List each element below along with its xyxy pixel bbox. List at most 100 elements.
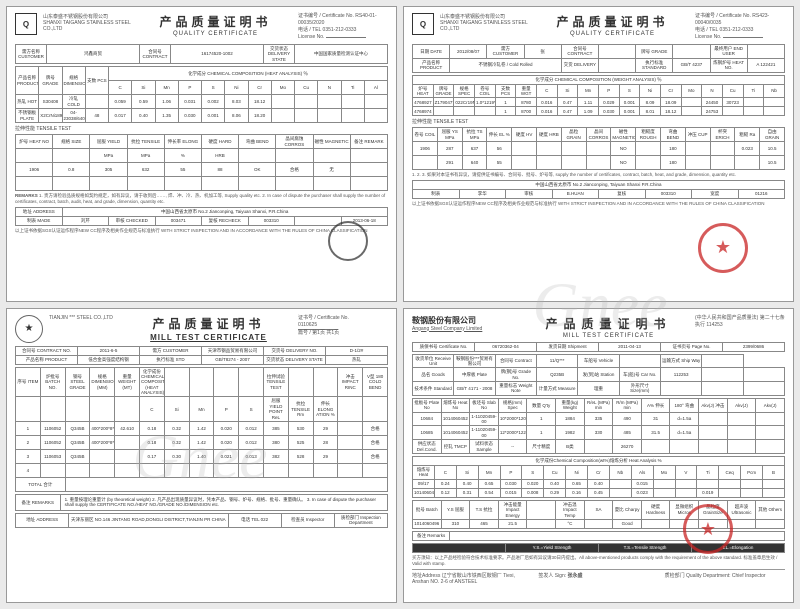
cell — [271, 95, 294, 109]
cell: C — [139, 397, 164, 422]
cell — [619, 354, 660, 368]
cell: 55 — [487, 156, 512, 170]
cert1-info-table: 需方名称 CUSTOMER 鸿鑫商贸 合同号 CONTRACT 16174520… — [15, 44, 388, 64]
cell: 0.029 — [598, 98, 619, 107]
cell — [239, 464, 264, 478]
cell — [338, 422, 363, 436]
cell — [313, 149, 350, 163]
cert1-footer-table: 地址 ADDRESS 中国山西省太原市 No.2 Jianconping, Ta… — [15, 207, 388, 226]
cell — [719, 479, 741, 488]
cell: 530 — [288, 422, 313, 436]
c3-insp: 检查员 Inspector — [281, 513, 334, 527]
c2-recheck: 复核 — [599, 190, 646, 199]
cell: 不锈钢板 PLATE — [16, 109, 39, 123]
cell: 8780 — [516, 98, 537, 107]
cell: 112253 — [660, 368, 701, 382]
cell — [239, 177, 276, 191]
c4-stamp: ★ — [683, 504, 733, 554]
cell: 磁性 MAGNETIC — [313, 135, 350, 149]
c2-note: 以上证书依据SGS认证运作程序NEW CC程序及相关作业规范与标准执行 WITH… — [412, 201, 785, 207]
c3-total: TOTAL 合计 — [16, 478, 66, 492]
cell: P — [214, 397, 239, 422]
cert4-chem-table: 化学成份Chemical Composition(wt%)熔炼分析 Heat A… — [412, 456, 785, 498]
cert2-logo: Q — [412, 13, 434, 35]
cert1-tensile-table: 炉号 HEAT NO规格 SIZE屈服 YIELD抗拉 TENSILE伸长率 E… — [15, 134, 388, 191]
cell: Cr — [248, 81, 271, 95]
cell — [741, 479, 763, 488]
cell: Akv(J) 冲击 — [699, 398, 728, 412]
cert2-company-en: SHANXI TAIGANG STAINLESS STEEL CO.,LTD — [440, 20, 530, 32]
c4-law: (中华人民共和国产品质量法) 第二十七条 — [695, 315, 785, 322]
cell: 0.015 — [631, 479, 653, 488]
cell — [65, 464, 90, 478]
cell: N — [702, 84, 723, 98]
cell: 熔炼号 Heat — [413, 465, 435, 479]
cell: D-1/2# — [326, 346, 388, 355]
cell: Y.S 屈服 — [441, 500, 470, 519]
cell: 支数 PCS — [495, 84, 516, 98]
cell: 自由 GRAIN — [760, 128, 785, 142]
cell: 卷号 COIL — [413, 128, 438, 142]
cell — [681, 107, 702, 116]
cell: T.S 抗拉 — [470, 500, 499, 519]
cell — [702, 354, 743, 368]
cell: Akv(J) — [727, 398, 756, 412]
cell: 交货状态 DELIVERY STATE — [264, 355, 326, 364]
cell — [341, 95, 364, 109]
c3-page: 篇号 / 第1页 共1页 — [298, 330, 388, 337]
cell — [338, 450, 363, 464]
cell — [364, 95, 387, 109]
cert3-main-table: 序号 ITEM炉批号 BATCH NO.钢号 STEEL GRADE规格 DIM… — [15, 367, 388, 493]
cell: 热轧 HOT — [16, 95, 39, 109]
cell: 385 — [263, 422, 288, 436]
cell — [653, 479, 675, 488]
cell: Cu — [295, 81, 318, 95]
cell: 0.012 — [239, 436, 264, 450]
cell: 0.45 — [588, 488, 610, 497]
cert3-footer-table: 地址 ADDRESS 天津东丽区 NO.146 JINTANG ROAD,DON… — [15, 513, 388, 528]
cell: 熔炼号 Heat No — [441, 398, 470, 412]
cell: 伸长率 ELONG — [164, 135, 201, 149]
c1-customer-v: 鸿鑫商贸 — [47, 45, 140, 64]
cell: 465 — [470, 519, 499, 528]
cell: 0.29 — [544, 488, 566, 497]
c1-made-v: 刘芹 — [62, 216, 109, 225]
cell — [90, 464, 115, 478]
cell: 1.0*1219*C — [474, 98, 495, 107]
cell: 粗糙 Ra — [735, 128, 760, 142]
c3-addr-l: 地址 ADDRESS — [16, 513, 69, 527]
cell: HRB — [201, 149, 238, 163]
cell — [763, 488, 785, 497]
cell: SA — [584, 500, 613, 519]
cell: 8.06 — [225, 109, 248, 123]
cell: Cu — [544, 465, 566, 479]
cell — [16, 397, 41, 422]
cell — [727, 426, 756, 440]
cell: 0.31 — [456, 488, 478, 497]
c4-s2: Chief Inspector — [732, 573, 766, 579]
cell: 18.12 — [248, 95, 271, 109]
cell — [338, 397, 363, 422]
c1-stamp — [328, 221, 368, 261]
cell: Z1790477 — [433, 98, 454, 107]
cert1-title-cn: 产品质量证明书 — [139, 13, 292, 30]
cell: 炉号 HEAT NO — [16, 135, 53, 149]
cell: 637 — [462, 142, 487, 156]
cell: 合格 — [363, 436, 388, 450]
cell: 1906 — [413, 142, 438, 156]
cell: 批号 Batch — [413, 500, 442, 519]
cell: 试料状态 Sample — [470, 440, 499, 454]
cell — [288, 464, 313, 478]
c2-phone: 0351-212-0333 — [720, 27, 754, 33]
cell: 技术条件 Standard — [413, 382, 454, 396]
c1-sec2-label: 拉伸性能 TENSILE TEST — [15, 125, 388, 132]
c1-check-v: 003471 — [155, 216, 202, 225]
cell: 抗拉 TENSILE — [127, 135, 164, 149]
cell: 序号 ITEM — [16, 367, 41, 397]
c2-sec2: 拉伸性能 TENSILE TEST — [412, 118, 785, 125]
cell: 板坯号 Slab No — [470, 398, 499, 412]
cell — [586, 142, 611, 156]
cell: 0.021 — [214, 450, 239, 464]
cell: P — [500, 465, 522, 479]
cell: S — [522, 465, 544, 479]
